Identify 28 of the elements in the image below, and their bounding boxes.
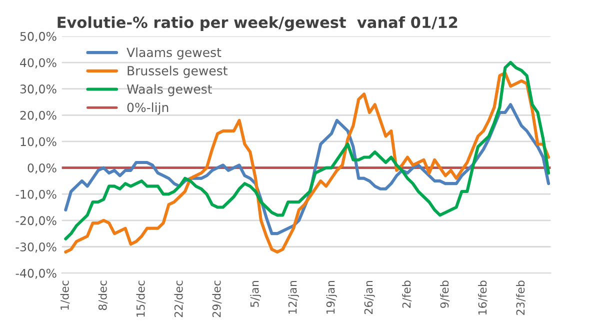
x-tick-label: 23/feb (516, 280, 526, 315)
y-tick-label: -20,0% (16, 216, 56, 226)
legend-label: 0%-lijn (127, 102, 168, 115)
y-tick-label: 0,0% (28, 164, 56, 174)
y-tick-label: 10,0% (20, 137, 56, 148)
y-tick-label: -40,0% (16, 268, 56, 279)
y-tick-label: 30,0% (20, 84, 56, 95)
x-tick-label: 9/feb (440, 280, 450, 308)
y-tick-label: 20,0% (20, 110, 56, 122)
x-tick-label: 12/jan (288, 280, 299, 314)
chart-title: Evolutie-% ratio per week/gewest vanaf 01/12 (58, 16, 458, 32)
x-tick-label: 26/jan (364, 280, 375, 314)
x-tick-label: 1/dec (60, 280, 70, 310)
y-tick-label: -30,0% (16, 242, 56, 253)
x-tick-label: 16/feb (478, 280, 488, 314)
y-tick-label: 40,0% (20, 58, 56, 68)
x-tick-label: 29/dec (212, 280, 222, 318)
x-tick-label: 5/jan (250, 280, 261, 307)
x-tick-label: 2/feb (402, 280, 412, 308)
legend-label: Brussels gewest (128, 66, 228, 78)
x-tick-label: 8/dec (98, 280, 108, 310)
x-tick-label: 15/dec (136, 280, 146, 317)
x-tick-label: 22/dec (174, 280, 184, 318)
legend-label: Vlaams gewest (126, 47, 222, 60)
y-tick-label: -10,0% (16, 190, 56, 200)
legend-label: Waals gewest (126, 84, 212, 96)
y-tick-label: 50,0% (20, 32, 56, 42)
x-tick-label: 19/jan (326, 280, 337, 314)
